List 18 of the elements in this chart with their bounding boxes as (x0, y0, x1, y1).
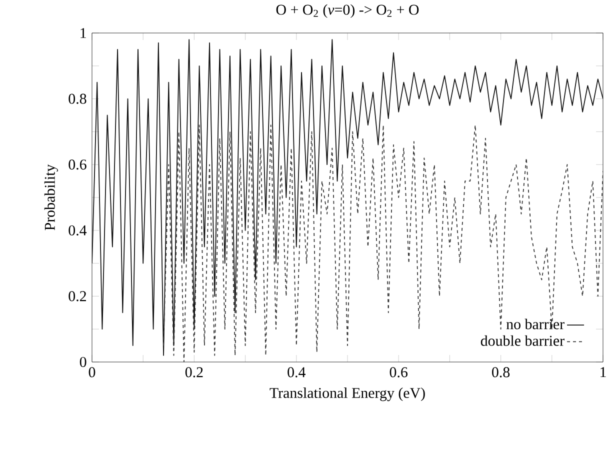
y-tick-label: 0.4 (68, 225, 87, 236)
y-tick-label: 0.6 (68, 160, 86, 170)
y-tick-label: 0.2 (68, 291, 86, 302)
y-tick-label: 0 (80, 356, 86, 368)
y-axis-title: Probability (44, 164, 58, 230)
legend-label: double barrier (480, 335, 564, 346)
legend-label: no barrier (506, 318, 564, 330)
line-series (92, 39, 604, 356)
y-tick-label: 0.8 (68, 94, 86, 104)
x-tick-label: 0.8 (492, 367, 510, 378)
x-tick-label: 0 (88, 367, 96, 378)
x-axis-title: Translational Energy (eV) (270, 388, 425, 402)
x-tick-label: 0.6 (390, 367, 408, 378)
x-tick-label: 0.2 (185, 367, 203, 378)
x-tick-label: 0.4 (288, 367, 306, 378)
chart-title: O + O$_{2}$ (v=0) -> O$_{2}$ + O (276, 4, 419, 18)
x-tick-label: 1 (600, 367, 606, 378)
y-tick-label: 1 (80, 28, 86, 38)
